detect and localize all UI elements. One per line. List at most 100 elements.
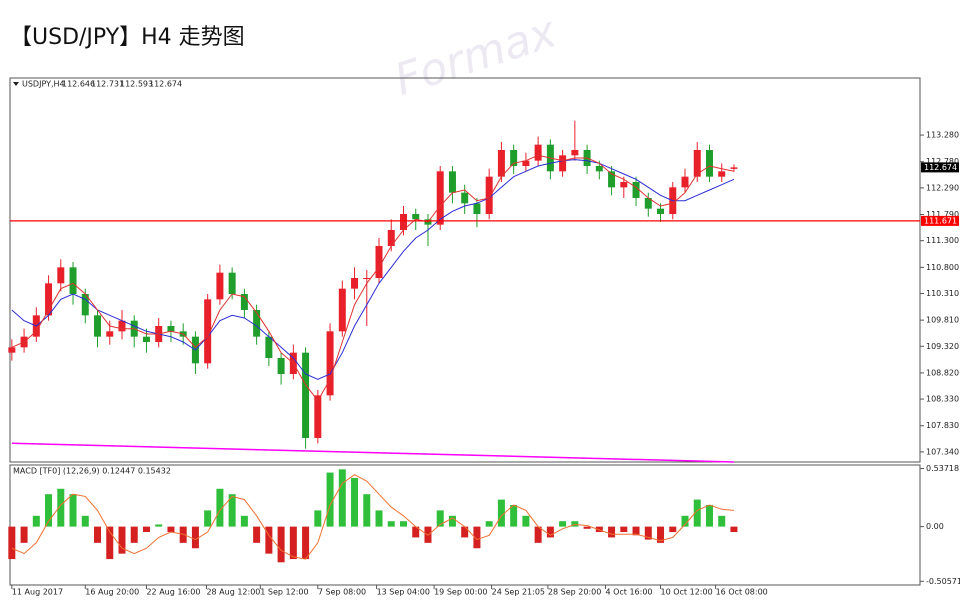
macd-bar xyxy=(167,526,175,533)
macd-bar xyxy=(351,477,359,527)
candle-body xyxy=(559,155,567,172)
candle-body xyxy=(94,315,102,337)
macd-bar xyxy=(57,488,65,527)
candle-body xyxy=(510,150,518,166)
macd-bar xyxy=(265,526,273,554)
macd-bar xyxy=(240,515,248,527)
macd-bar xyxy=(277,526,285,563)
y-tick-label: 0.00 xyxy=(926,522,944,531)
macd-bar xyxy=(228,494,236,527)
candle-body xyxy=(326,331,334,396)
macd-bar xyxy=(730,526,738,533)
y-tick-label: -0.50571 xyxy=(926,577,960,586)
price-frame xyxy=(9,77,921,463)
y-tick-label: 109.320 xyxy=(926,342,959,351)
macd-bar xyxy=(583,526,591,529)
macd-bar xyxy=(473,526,481,549)
macd-bar xyxy=(106,526,114,560)
candle-body xyxy=(644,198,652,209)
macd-bar xyxy=(461,526,469,538)
y-tick-label: 111.790 xyxy=(926,210,959,219)
x-tick-label: 4 Oct 16:00 xyxy=(605,588,652,597)
macd-bar xyxy=(705,505,713,527)
x-tick-label: 28 Aug 12:00 xyxy=(206,588,260,597)
candle-body xyxy=(718,171,726,177)
candle-body xyxy=(412,214,420,220)
macd-bar xyxy=(142,526,150,533)
symbol: USDJPY,H4 xyxy=(22,80,65,89)
macd-bar xyxy=(693,499,701,527)
candle-body xyxy=(387,230,395,246)
candle-body xyxy=(681,176,689,188)
moving-average xyxy=(11,154,735,402)
x-tick-label: 7 Sep 08:00 xyxy=(318,588,366,597)
macd-bar xyxy=(363,494,371,527)
candle-body xyxy=(253,310,261,337)
macd-bar xyxy=(375,510,383,527)
candle-body xyxy=(473,203,481,214)
x-tick-label: 13 Sep 04:00 xyxy=(377,588,430,597)
macd-bar xyxy=(485,521,493,527)
candle-body xyxy=(81,294,89,316)
candle-body xyxy=(436,171,444,225)
y-tick-label: 112.290 xyxy=(926,183,959,192)
macd-bar xyxy=(718,515,726,527)
macd-bar xyxy=(497,499,505,527)
macd-bar xyxy=(326,472,334,527)
candle-body xyxy=(522,160,530,166)
header-open: 112.646 xyxy=(62,80,95,89)
macd-bar xyxy=(644,526,652,540)
macd-bar xyxy=(387,521,395,527)
candle-body xyxy=(302,352,310,438)
y-tick-label: 0.53718 xyxy=(926,464,959,473)
candle-body xyxy=(497,150,505,177)
candle-body xyxy=(69,267,77,294)
x-tick-label: 11 Aug 2017 xyxy=(12,588,63,597)
x-tick-label: 24 Sep 21:05 xyxy=(492,588,545,597)
price-line-box xyxy=(921,215,959,226)
macd-bar xyxy=(657,526,665,543)
y-tick-label: 113.280 xyxy=(926,131,959,140)
candle-body xyxy=(277,358,285,374)
candle-body xyxy=(45,283,53,316)
candle-body xyxy=(338,288,346,332)
macd-bar xyxy=(448,515,456,527)
x-tick-label: 10 Oct 12:00 xyxy=(661,588,713,597)
signal-line xyxy=(11,474,735,560)
candle-body xyxy=(620,182,628,188)
candle-body xyxy=(351,278,359,289)
y-tick-label: 107.830 xyxy=(926,421,959,430)
macd-bar xyxy=(32,515,40,527)
macd-bar xyxy=(436,510,444,527)
candle-body xyxy=(693,150,701,177)
candle-body xyxy=(265,336,273,358)
price-header: USDJPY,H4 112.646 112.731 112.593 112.67… xyxy=(13,80,182,89)
macd-bar xyxy=(399,521,407,527)
header-low: 112.593 xyxy=(120,80,153,89)
macd-bar xyxy=(412,526,420,538)
candle-body xyxy=(142,336,150,342)
macd-bar xyxy=(81,515,89,527)
macd-bar xyxy=(669,526,677,533)
y-tick-label: 108.330 xyxy=(926,395,959,404)
header-high: 112.731 xyxy=(91,80,124,89)
candle-body xyxy=(167,326,175,332)
candle-body xyxy=(485,176,493,214)
candle-body xyxy=(399,214,407,230)
x-tick-label: 16 Aug 20:00 xyxy=(85,588,139,597)
candle-body xyxy=(571,150,579,156)
macd-bar xyxy=(253,526,261,543)
candle-body xyxy=(608,171,616,188)
macd-bar xyxy=(130,526,138,543)
candle-body xyxy=(595,166,603,172)
candle-body xyxy=(118,320,126,332)
macd-bar xyxy=(534,526,542,543)
page-title: 【USD/JPY】H4 走势图 xyxy=(10,25,245,50)
y-tick-label: 109.810 xyxy=(926,316,959,325)
macd-bar xyxy=(595,526,603,533)
macd-bar xyxy=(191,526,199,549)
macd-bar xyxy=(155,524,163,527)
macd-bar xyxy=(338,469,346,527)
